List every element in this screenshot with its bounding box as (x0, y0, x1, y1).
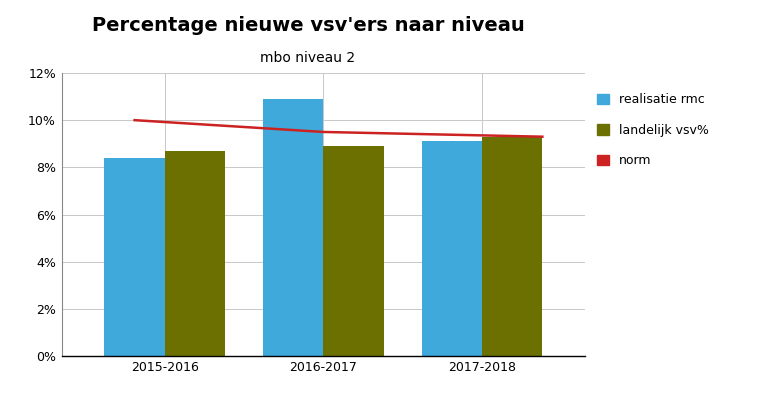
Bar (105, 158, 165, 356)
Text: Percentage nieuwe vsv'ers naar niveau: Percentage nieuwe vsv'ers naar niveau (92, 16, 524, 35)
Bar (422, 141, 482, 356)
Bar (165, 151, 225, 356)
Legend: realisatie rmc, landelijk vsv%, norm: realisatie rmc, landelijk vsv%, norm (597, 93, 709, 167)
Bar (323, 146, 383, 356)
Bar (482, 137, 542, 356)
Text: mbo niveau 2: mbo niveau 2 (260, 51, 356, 65)
Bar (263, 99, 323, 356)
